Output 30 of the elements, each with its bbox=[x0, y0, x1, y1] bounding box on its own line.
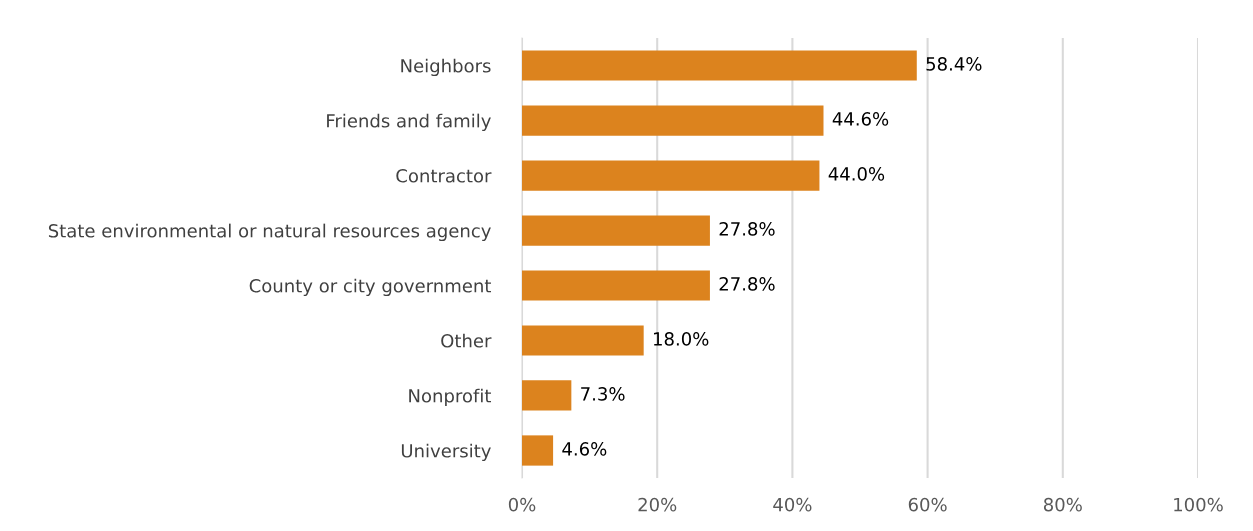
data-label: 27.8% bbox=[719, 277, 775, 291]
y-tick-label: State environmental or natural resources agency bbox=[48, 223, 491, 242]
data-label: 27.8% bbox=[719, 222, 775, 236]
bar bbox=[522, 435, 554, 466]
data-label: 44.0% bbox=[828, 167, 885, 181]
data-label: 7.3% bbox=[581, 387, 625, 401]
x-tick-label: 0% bbox=[508, 497, 536, 512]
x-tick-label: 60% bbox=[908, 497, 947, 512]
y-tick-label: County or city government bbox=[249, 278, 492, 297]
x-tick-label: 80% bbox=[1043, 497, 1082, 512]
data-label: 18.0% bbox=[654, 332, 709, 346]
bar bbox=[522, 50, 917, 81]
x-tick-label: 40% bbox=[773, 497, 812, 512]
y-tick-label: University bbox=[401, 443, 491, 462]
y-tick-label: Nonprofit bbox=[409, 388, 492, 407]
bar bbox=[522, 270, 710, 301]
y-tick-label: Neighbors bbox=[401, 58, 491, 77]
x-tick-label: 100% bbox=[1174, 497, 1223, 512]
bar bbox=[522, 160, 820, 191]
data-label: 44.6% bbox=[832, 112, 889, 126]
bar bbox=[522, 380, 572, 411]
y-tick-label: Contractor bbox=[396, 168, 492, 183]
bar bbox=[522, 215, 710, 246]
data-label: 58.4% bbox=[926, 57, 982, 71]
bar bbox=[522, 325, 644, 356]
y-tick-label: Other bbox=[441, 333, 492, 348]
data-label: 4.6% bbox=[562, 442, 607, 456]
y-tick-label: Friends and family bbox=[327, 113, 491, 132]
bar bbox=[522, 105, 824, 136]
x-tick-label: 20% bbox=[638, 497, 677, 512]
